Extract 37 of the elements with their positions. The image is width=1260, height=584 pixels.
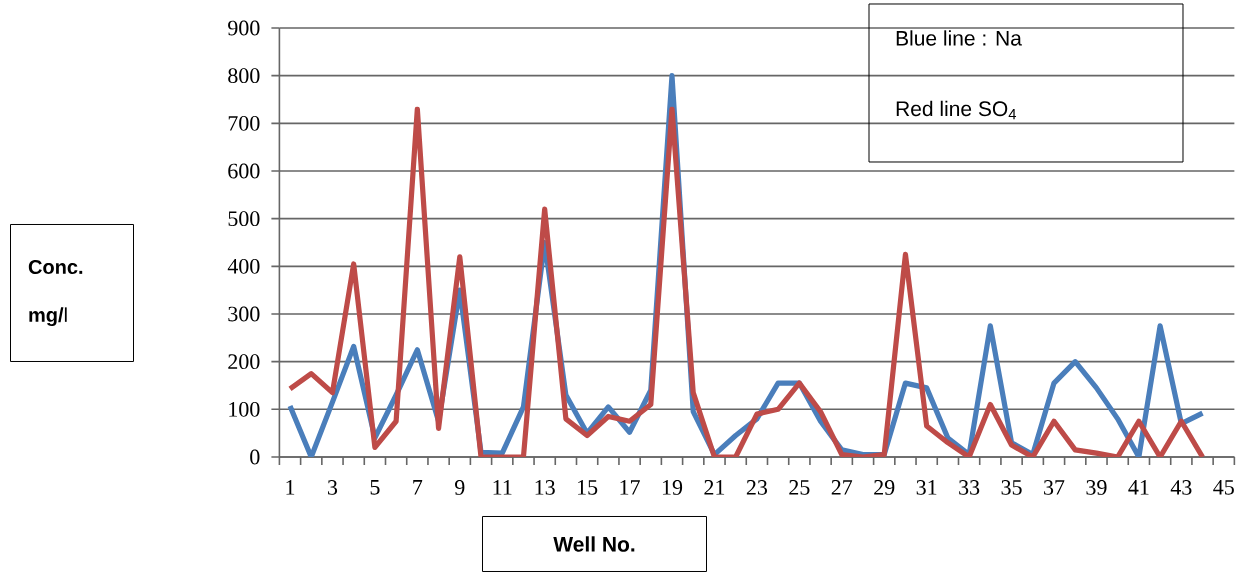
annotation: Red line SO$_{4}$ (896, 100, 1017, 120)
x-tick-label: 35 (1001, 480, 1022, 495)
y-tick-label: 200 (228, 354, 260, 370)
x-tick-label: 17 (620, 480, 640, 495)
text: Conc. mg/l (28, 259, 83, 327)
y-tick-label: 800 (228, 68, 260, 84)
x-tick-label: 23 (746, 480, 768, 495)
x-tick-label: 11 (493, 480, 512, 495)
x-tick-label: 15 (578, 480, 598, 495)
y-tick-label: 900 (228, 20, 260, 36)
x-tick-label: 37 (1044, 480, 1065, 495)
y-tick-label: 300 (228, 306, 260, 322)
x-tick-label: 21 (704, 480, 725, 495)
x-tick-label: 19 (662, 480, 683, 495)
x-tick-label: 27 (831, 480, 853, 495)
x-tick-label: 5 (370, 480, 380, 495)
y-tick-label: 0 (250, 449, 260, 465)
x-tick-label: 7 (413, 480, 423, 495)
x-tick-label: 29 (874, 480, 895, 495)
y-tick-label: 400 (227, 258, 260, 274)
x-tick-label: 41 (1128, 480, 1149, 495)
annotation: Blue line : Na (896, 30, 1022, 46)
y-tick-label: 600 (228, 163, 260, 179)
y-tick-label: 700 (228, 115, 260, 131)
x-tick-label: 45 (1213, 480, 1234, 495)
x-tick-label: 3 (328, 480, 338, 495)
x-tick-label: 9 (455, 480, 465, 495)
x-tick-label: 25 (789, 480, 810, 495)
x-tick-label: 39 (1086, 480, 1107, 495)
x-tick-label: 1 (286, 480, 295, 495)
x-tick-label: 33 (959, 480, 980, 495)
y-tick-label: 100 (229, 401, 260, 417)
x-axis-title: Well No. (553, 536, 635, 552)
x-tick-label: 43 (1170, 480, 1192, 495)
y-tick-label: 500 (228, 211, 260, 227)
x-tick-label: 31 (916, 480, 937, 495)
x-tick-label: 13 (535, 480, 555, 495)
